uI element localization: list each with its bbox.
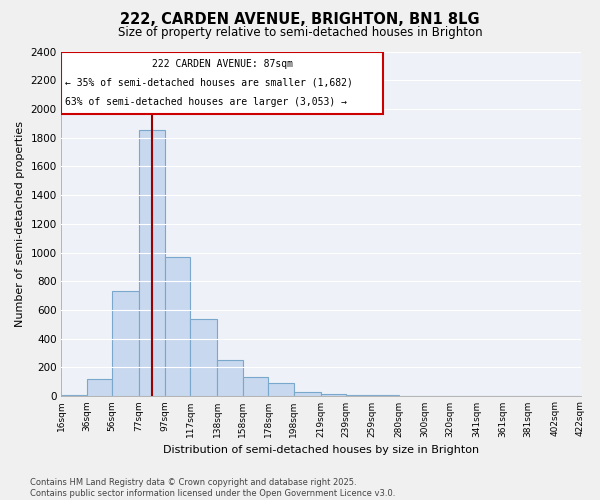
Bar	[86, 379, 112, 396]
Text: Size of property relative to semi-detached houses in Brighton: Size of property relative to semi-detach…	[118, 26, 482, 39]
Text: ← 35% of semi-detached houses are smaller (1,682): ← 35% of semi-detached houses are smalle…	[65, 78, 353, 88]
Bar	[61, 394, 86, 396]
Y-axis label: Number of semi-detached properties: Number of semi-detached properties	[15, 121, 25, 327]
Bar	[190, 318, 217, 396]
Text: 222 CARDEN AVENUE: 87sqm: 222 CARDEN AVENUE: 87sqm	[152, 59, 293, 69]
Text: 222, CARDEN AVENUE, BRIGHTON, BN1 8LG: 222, CARDEN AVENUE, BRIGHTON, BN1 8LG	[120, 12, 480, 28]
Text: 63% of semi-detached houses are larger (3,053) →: 63% of semi-detached houses are larger (…	[65, 98, 347, 108]
Bar	[321, 394, 346, 396]
Bar	[112, 292, 139, 396]
X-axis label: Distribution of semi-detached houses by size in Brighton: Distribution of semi-detached houses by …	[163, 445, 479, 455]
Bar	[294, 392, 321, 396]
Bar	[164, 257, 190, 396]
Bar	[139, 130, 164, 396]
Bar	[268, 383, 294, 396]
Bar	[217, 360, 242, 396]
Bar	[242, 378, 268, 396]
Bar	[346, 395, 372, 396]
Bar	[61, 52, 383, 114]
Text: Contains HM Land Registry data © Crown copyright and database right 2025.
Contai: Contains HM Land Registry data © Crown c…	[30, 478, 395, 498]
